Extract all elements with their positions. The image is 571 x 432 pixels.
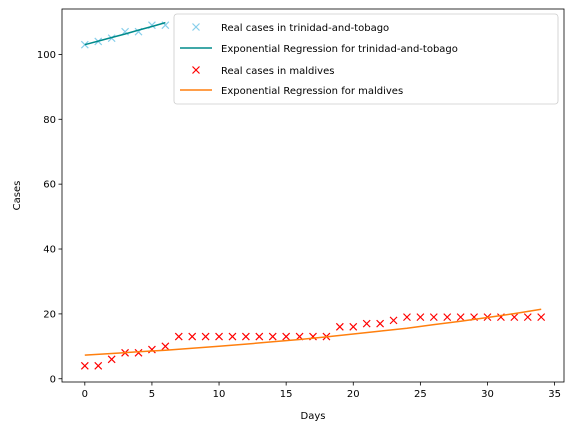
- data-point: [376, 319, 385, 328]
- y-tick-label: 40: [43, 245, 56, 256]
- legend-x: [192, 66, 200, 74]
- y-tick-label: 100: [37, 50, 56, 61]
- x-tick-label: 0: [82, 389, 88, 400]
- x-tick-label: 20: [347, 389, 360, 400]
- legend-entry-2: Exponential Regression for trinidad-and-…: [180, 44, 458, 55]
- regression-line: [84, 308, 542, 356]
- data-point: [94, 361, 103, 370]
- data-point: [456, 313, 465, 322]
- data-point: [362, 319, 371, 328]
- data-point: [228, 332, 237, 341]
- data-point: [80, 361, 89, 370]
- x-tick-label: 10: [213, 389, 226, 400]
- legend-label: Real cases in maldives: [221, 66, 334, 77]
- data-point: [148, 345, 156, 354]
- data-point: [282, 332, 291, 341]
- data-point: [201, 332, 210, 341]
- y-tick-label: 0: [50, 374, 56, 385]
- legend-frame: [173, 13, 559, 105]
- data-point: [510, 313, 519, 322]
- data-point: [215, 332, 223, 341]
- data-point: [335, 322, 344, 331]
- x-axis: 0 5 10 15 20 25 30 35: [82, 382, 561, 400]
- legend-entry-4: Exponential Regression for maldives: [180, 86, 403, 97]
- data-point: [174, 332, 183, 341]
- data-point: [134, 348, 143, 357]
- data-point: [537, 313, 546, 322]
- plot-frame: [61, 8, 565, 383]
- legend-label: Exponential Regression for trinidad-and-…: [221, 44, 458, 55]
- legend-label: Real cases in trinidad-and-tobago: [221, 23, 389, 34]
- data-point: [268, 332, 277, 341]
- legend: Real cases in trinidad-and-tobago Expone…: [173, 13, 559, 105]
- data-point: [389, 316, 398, 325]
- legend-marker-x: [192, 23, 200, 31]
- legend-marker-x: [192, 66, 200, 74]
- y-tick-label: 20: [43, 309, 56, 320]
- regression-line: [84, 21, 166, 46]
- data-point: [416, 313, 425, 322]
- legend-entry-1: Real cases in trinidad-and-tobago: [192, 23, 389, 34]
- data-point: [349, 322, 358, 331]
- data-point: [188, 332, 197, 341]
- legend-x: [192, 23, 200, 31]
- data-point: [107, 355, 116, 364]
- y-tick-label: 60: [43, 180, 56, 191]
- data-point: [161, 342, 170, 351]
- legend-entry-3: Real cases in maldives: [192, 66, 334, 77]
- data-point: [429, 313, 438, 322]
- x-tick-label: 5: [149, 389, 155, 400]
- data-point: [255, 332, 264, 341]
- data-point: [241, 332, 250, 341]
- x-tick-label: 30: [481, 389, 494, 400]
- x-tick-label: 25: [414, 389, 427, 400]
- x-tick-label: 15: [280, 389, 293, 400]
- x-tick-label: 35: [548, 389, 561, 400]
- y-axis: 0 20 40 60 80 100: [37, 50, 62, 385]
- y-axis-label: Cases: [12, 181, 23, 211]
- data-point: [523, 313, 532, 322]
- chart-marks: [80, 21, 546, 370]
- x-axis-label: Days: [301, 411, 326, 422]
- series-2: [84, 21, 166, 46]
- y-tick-label: 80: [43, 115, 56, 126]
- legend-label: Exponential Regression for maldives: [221, 86, 403, 97]
- series-4: [84, 308, 542, 356]
- data-point: [443, 313, 452, 322]
- data-point: [403, 313, 411, 322]
